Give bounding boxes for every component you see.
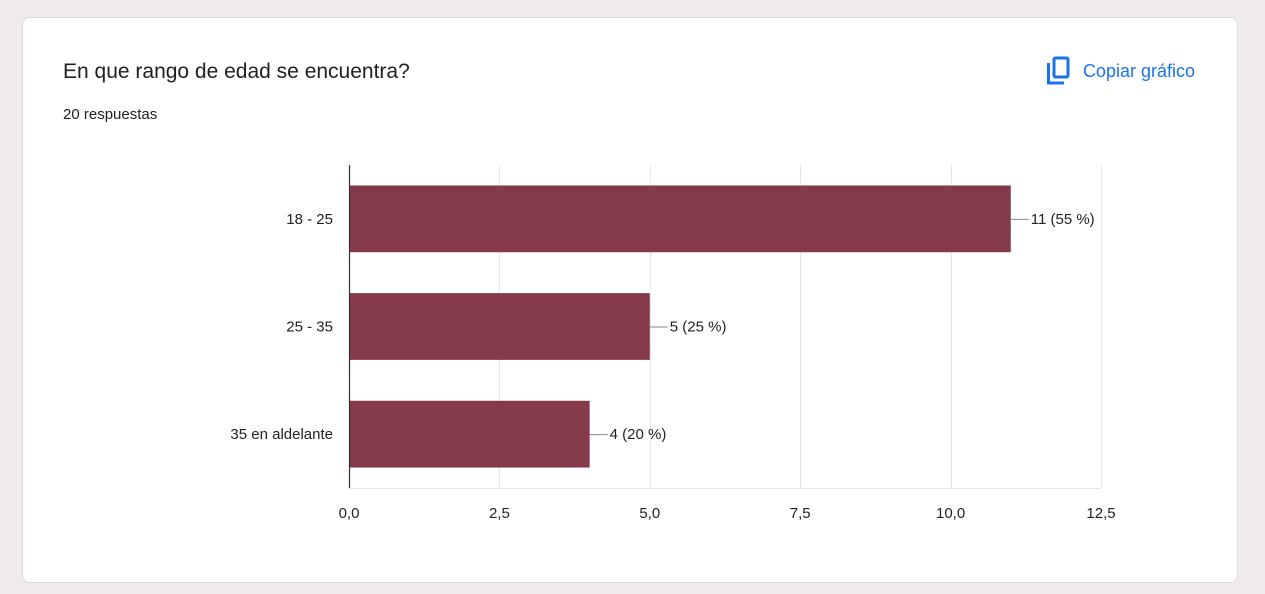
bar <box>349 293 650 360</box>
x-tick-label: 12,5 <box>1086 505 1115 522</box>
x-tick-label: 2,5 <box>489 505 510 522</box>
data-label: 4 (20 %) <box>610 426 667 443</box>
category-label: 18 - 25 <box>286 211 333 228</box>
x-tick-label: 5,0 <box>639 505 660 522</box>
category-label: 35 en aldelante <box>230 426 333 443</box>
x-tick-label: 7,5 <box>790 505 811 522</box>
copy-chart-button[interactable]: Copiar gráfico <box>1045 52 1195 90</box>
data-label: 11 (55 %) <box>1031 211 1095 228</box>
data-label: 5 (25 %) <box>670 319 727 336</box>
response-count: 20 respuestas <box>63 106 158 123</box>
x-tick-label: 0,0 <box>339 505 360 522</box>
category-label: 25 - 35 <box>286 319 333 336</box>
copy-chart-label: Copiar gráfico <box>1082 60 1195 81</box>
copy-icon <box>1045 56 1071 86</box>
bar <box>349 185 1011 253</box>
bar <box>349 400 590 468</box>
x-tick-label: 10,0 <box>936 505 965 522</box>
question-title: En que rango de edad se encuentra? <box>63 60 410 83</box>
